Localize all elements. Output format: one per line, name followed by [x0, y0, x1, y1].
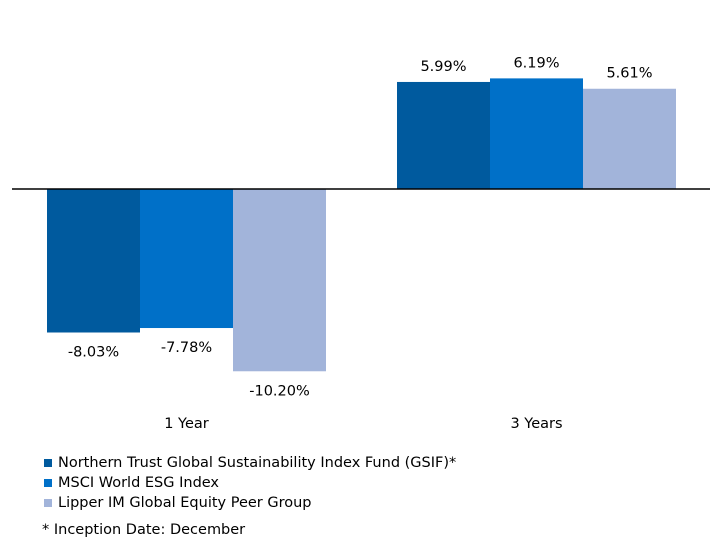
bar-gsif-0 — [47, 189, 140, 333]
bars-group — [47, 78, 676, 372]
bar-lipper-0 — [233, 189, 326, 372]
bar-lipper-1 — [583, 88, 676, 189]
legend-label-msci: MSCI World ESG Index — [58, 475, 220, 491]
bar-msci-0 — [140, 189, 233, 329]
category-label-0: 1 Year — [164, 416, 209, 432]
bar-chart: -8.03% -7.78% -10.20% 5.99% 6.19% 5.61% 1 Yea… — [12, 55, 710, 432]
category-label-1: 3 Years — [510, 416, 562, 432]
value-label-msci-0: -7.78% — [161, 340, 212, 356]
value-label-gsif-0: -8.03% — [68, 344, 119, 360]
category-labels-group: 1 Year 3 Years — [164, 416, 562, 432]
legend-swatch-gsif — [44, 459, 52, 467]
value-label-gsif-1: 5.99% — [420, 59, 466, 75]
value-label-msci-1: 6.19% — [513, 55, 559, 71]
legend-label-lipper: Lipper IM Global Equity Peer Group — [58, 495, 312, 511]
bar-gsif-1 — [397, 81, 490, 189]
footnote: * Inception Date: December — [42, 522, 246, 538]
legend-swatch-msci — [44, 479, 52, 487]
value-labels-group: -8.03% -7.78% -10.20% 5.99% 6.19% 5.61% — [68, 55, 653, 399]
legend-item-msci: MSCI World ESG Index — [44, 473, 456, 493]
legend: Northern Trust Global Sustainability Ind… — [44, 453, 456, 513]
legend-swatch-lipper — [44, 499, 52, 507]
legend-label-gsif: Northern Trust Global Sustainability Ind… — [58, 455, 457, 471]
legend-item-lipper: Lipper IM Global Equity Peer Group — [44, 493, 456, 513]
legend-item-gsif: Northern Trust Global Sustainability Ind… — [44, 453, 456, 473]
value-label-lipper-1: 5.61% — [606, 66, 652, 82]
bar-msci-1 — [490, 78, 583, 189]
value-label-lipper-0: -10.20% — [249, 383, 310, 399]
